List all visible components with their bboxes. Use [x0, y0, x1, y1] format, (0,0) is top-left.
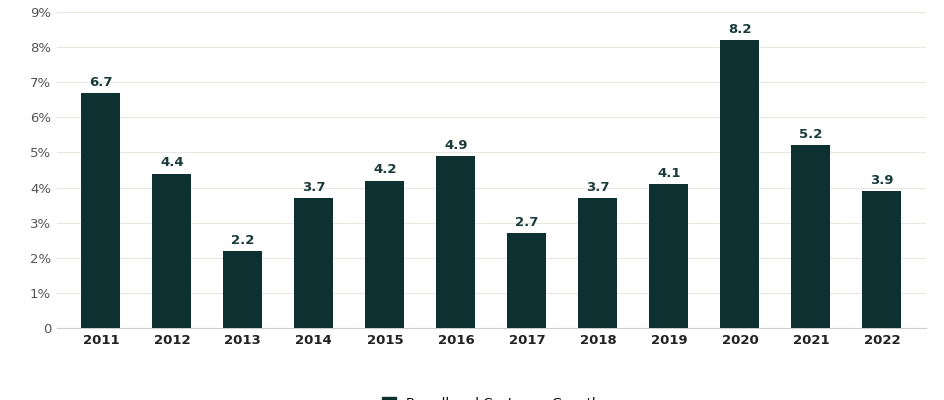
Text: 3.7: 3.7 — [585, 181, 609, 194]
Bar — [294, 198, 333, 328]
Text: 4.1: 4.1 — [656, 167, 680, 180]
Text: 3.7: 3.7 — [302, 181, 326, 194]
Bar — [719, 40, 759, 328]
Text: 8.2: 8.2 — [728, 23, 750, 36]
Bar — [436, 156, 475, 328]
Bar — [152, 174, 192, 328]
Text: 6.7: 6.7 — [89, 76, 112, 88]
Text: 4.2: 4.2 — [373, 163, 396, 176]
Text: 5.2: 5.2 — [799, 128, 822, 141]
Bar — [790, 146, 830, 328]
Legend: Braodband Customer Growth: Braodband Customer Growth — [382, 397, 599, 400]
Bar — [578, 198, 616, 328]
Bar — [223, 251, 262, 328]
Bar — [507, 233, 546, 328]
Text: 4.4: 4.4 — [160, 156, 183, 169]
Bar — [365, 180, 404, 328]
Bar — [81, 93, 120, 328]
Text: 4.9: 4.9 — [444, 139, 467, 152]
Text: 2.7: 2.7 — [514, 216, 538, 229]
Text: 2.2: 2.2 — [231, 234, 254, 246]
Bar — [862, 191, 901, 328]
Text: 3.9: 3.9 — [869, 174, 893, 187]
Bar — [649, 184, 688, 328]
